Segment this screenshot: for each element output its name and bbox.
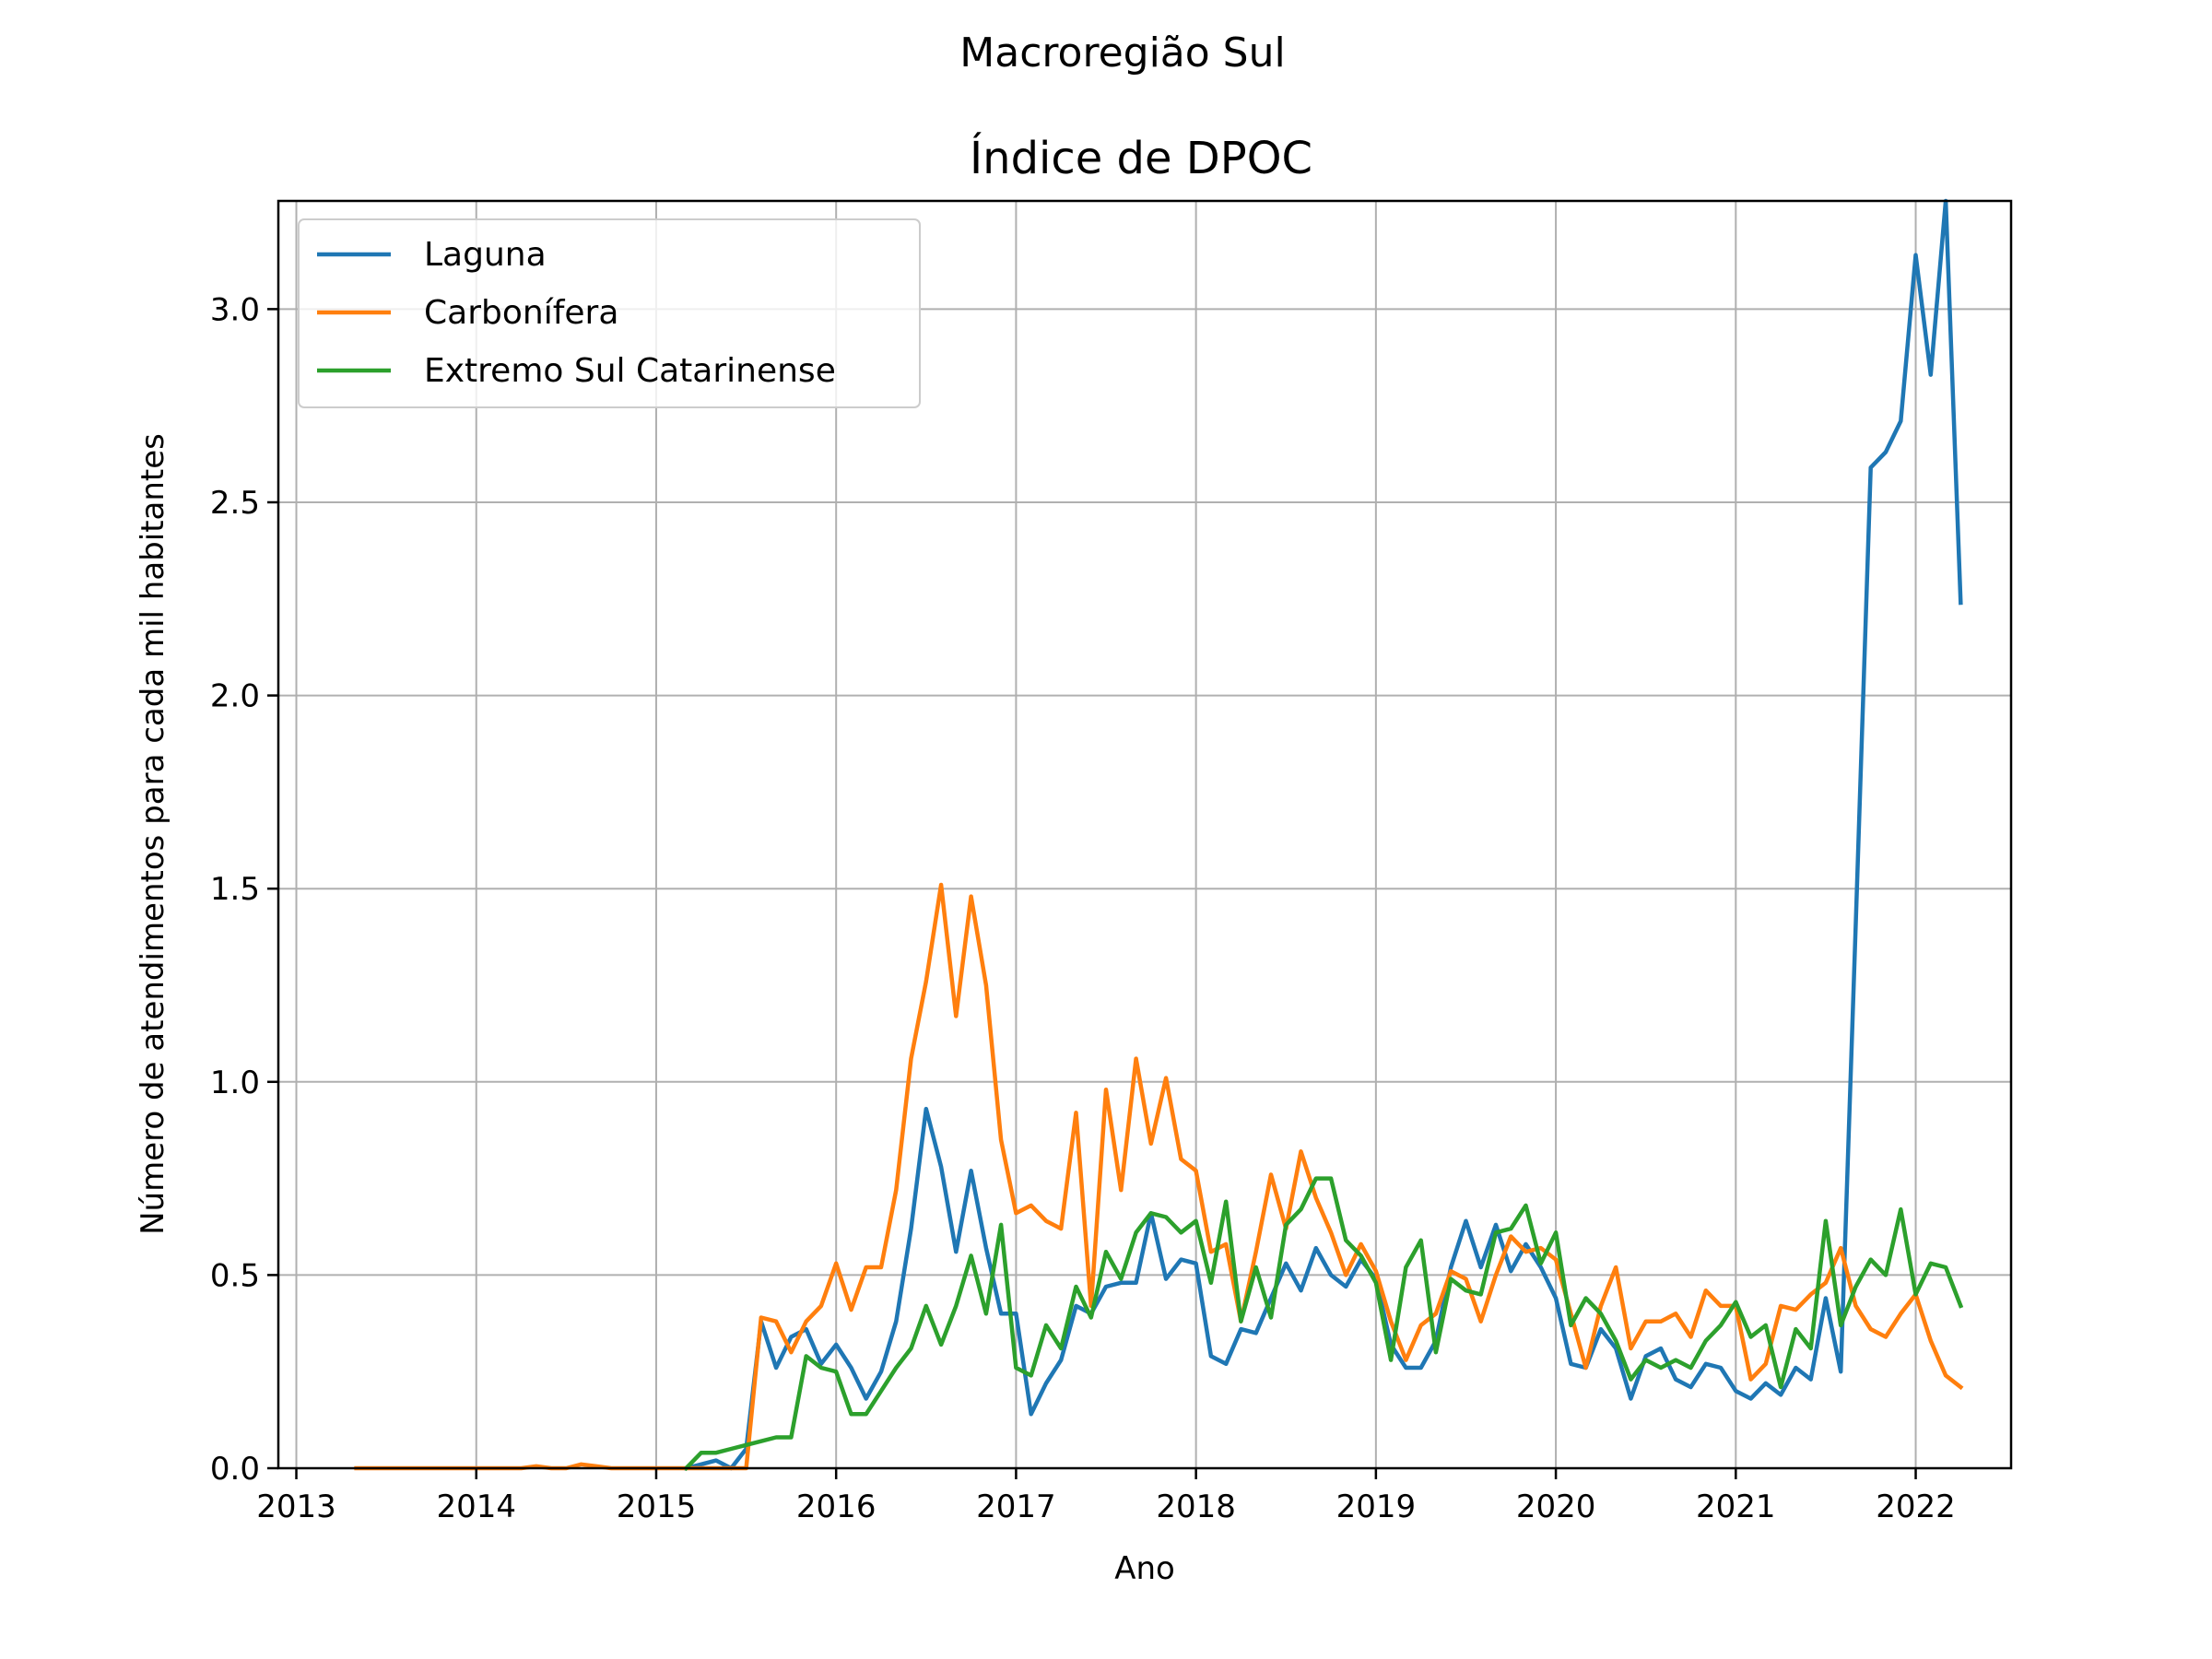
legend: Laguna Carbonífera Extremo Sul Catarinense <box>298 218 921 408</box>
series-line-2 <box>354 882 1964 1471</box>
y-tick-label: 2.0 <box>210 678 260 715</box>
x-tick-label: 2021 <box>1696 1488 1776 1525</box>
y-tick-label: 3.0 <box>210 291 260 328</box>
axis-ticks: 2013 2014 2015 2016 2017 2018 2019 2020 2021 2022… <box>210 291 1956 1525</box>
y-tick-label: 0.5 <box>210 1257 260 1294</box>
chart-suptitle: Macroregião Sul <box>959 29 1285 76</box>
y-tick-label: 1.0 <box>210 1065 260 1101</box>
x-tick-label: 2014 <box>436 1488 516 1525</box>
y-tick-label: 2.5 <box>210 485 260 522</box>
y-tick-label: 1.5 <box>210 871 260 908</box>
series-line-1 <box>683 198 1963 1471</box>
x-tick-label: 2017 <box>976 1488 1056 1525</box>
x-tick-label: 2018 <box>1156 1488 1236 1525</box>
legend-box <box>298 218 921 408</box>
x-tick-label: 2016 <box>796 1488 877 1525</box>
legend-label: Extremo Sul Catarinense <box>424 352 836 390</box>
chart-title: Índice de DPOC <box>970 132 1312 184</box>
series-line-3 <box>683 1176 1964 1472</box>
plot-frame <box>276 199 2013 1470</box>
x-tick-label: 2019 <box>1336 1488 1417 1525</box>
legend-label: Laguna <box>424 236 547 274</box>
x-tick-label: 2022 <box>1876 1488 1956 1525</box>
x-tick-label: 2013 <box>256 1488 336 1525</box>
legend-label: Carbonífera <box>424 294 618 332</box>
x-axis-label: Ano <box>1114 1550 1175 1587</box>
y-axis-label: Número de atendimentos para cada mil hab… <box>135 433 171 1235</box>
x-tick-label: 2020 <box>1516 1488 1596 1525</box>
x-tick-label: 2015 <box>617 1488 697 1525</box>
y-tick-label: 0.0 <box>210 1451 260 1488</box>
